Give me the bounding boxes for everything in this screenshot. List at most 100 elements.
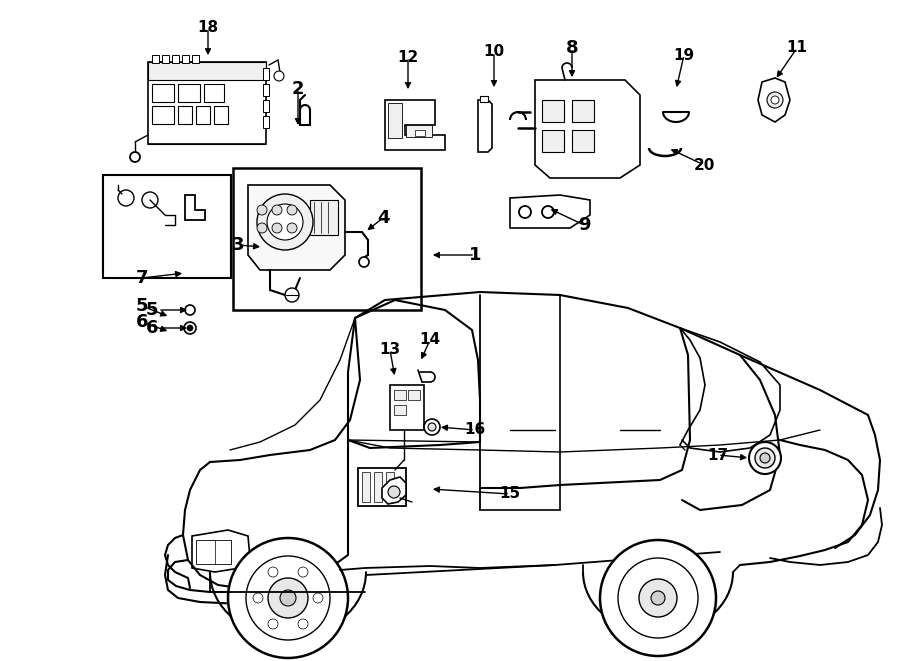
Circle shape: [287, 223, 297, 233]
Bar: [394, 405, 406, 415]
Polygon shape: [192, 530, 250, 572]
Bar: [148, 62, 266, 144]
Bar: [172, 55, 179, 63]
Text: 18: 18: [197, 20, 219, 36]
Bar: [310, 200, 338, 235]
Polygon shape: [248, 185, 345, 270]
Circle shape: [298, 567, 308, 577]
Bar: [362, 472, 370, 502]
Circle shape: [424, 419, 440, 435]
Bar: [178, 84, 200, 102]
Circle shape: [388, 486, 400, 498]
Circle shape: [760, 453, 770, 463]
Bar: [572, 130, 594, 152]
Bar: [178, 106, 192, 124]
Text: 5: 5: [136, 297, 149, 315]
Circle shape: [428, 423, 436, 431]
Text: 13: 13: [380, 342, 400, 358]
Text: 11: 11: [787, 40, 807, 56]
Bar: [204, 84, 224, 102]
Text: 5: 5: [146, 301, 158, 319]
Bar: [388, 103, 402, 138]
Polygon shape: [535, 80, 640, 178]
Circle shape: [184, 322, 196, 334]
Polygon shape: [478, 100, 492, 152]
Circle shape: [118, 190, 134, 206]
Bar: [214, 106, 228, 124]
Circle shape: [142, 192, 158, 208]
Bar: [386, 472, 394, 502]
Text: 6: 6: [146, 319, 158, 337]
Polygon shape: [385, 100, 445, 150]
Text: 2: 2: [292, 80, 304, 98]
Bar: [542, 130, 564, 152]
Bar: [233, 168, 421, 310]
Bar: [408, 390, 420, 400]
Circle shape: [287, 205, 297, 215]
Circle shape: [359, 257, 369, 267]
Circle shape: [272, 223, 282, 233]
Bar: [263, 68, 269, 80]
Circle shape: [771, 96, 779, 104]
Bar: [390, 385, 424, 430]
Polygon shape: [185, 195, 205, 220]
Circle shape: [542, 206, 554, 218]
Circle shape: [185, 305, 195, 315]
Circle shape: [257, 205, 267, 215]
Circle shape: [253, 593, 263, 603]
Circle shape: [268, 578, 308, 618]
Bar: [480, 96, 488, 102]
Circle shape: [274, 71, 284, 81]
Circle shape: [268, 567, 278, 577]
Text: 7: 7: [136, 269, 149, 287]
Bar: [374, 472, 382, 502]
Circle shape: [618, 558, 698, 638]
Bar: [572, 100, 594, 122]
Circle shape: [268, 619, 278, 629]
Circle shape: [130, 152, 140, 162]
Bar: [542, 100, 564, 122]
Circle shape: [298, 619, 308, 629]
Text: 20: 20: [693, 157, 715, 173]
Circle shape: [187, 325, 193, 331]
Circle shape: [639, 579, 677, 617]
Text: 14: 14: [419, 332, 441, 348]
Circle shape: [272, 205, 282, 215]
Bar: [148, 62, 266, 80]
Bar: [103, 175, 231, 278]
Text: 17: 17: [707, 447, 729, 463]
Bar: [192, 55, 199, 63]
Text: 12: 12: [398, 50, 418, 65]
Text: 10: 10: [483, 44, 505, 59]
Circle shape: [519, 206, 531, 218]
Circle shape: [280, 590, 296, 606]
Circle shape: [267, 204, 303, 240]
Circle shape: [257, 223, 267, 233]
Circle shape: [600, 540, 716, 656]
Bar: [152, 106, 174, 124]
Text: 4: 4: [377, 209, 389, 227]
Bar: [406, 125, 432, 137]
Circle shape: [651, 591, 665, 605]
Circle shape: [246, 556, 330, 640]
Polygon shape: [510, 195, 590, 228]
Bar: [263, 84, 269, 96]
Circle shape: [755, 448, 775, 468]
Circle shape: [767, 92, 783, 108]
Circle shape: [257, 194, 313, 250]
Text: 16: 16: [464, 422, 486, 438]
Bar: [415, 130, 425, 136]
Text: 1: 1: [469, 246, 482, 264]
Text: 6: 6: [136, 313, 149, 331]
Bar: [196, 540, 231, 564]
Polygon shape: [382, 477, 406, 504]
Text: 19: 19: [673, 48, 695, 63]
Bar: [152, 55, 159, 63]
Bar: [263, 116, 269, 128]
Bar: [182, 55, 189, 63]
Bar: [152, 84, 174, 102]
Circle shape: [285, 288, 299, 302]
Bar: [358, 468, 406, 506]
Circle shape: [228, 538, 348, 658]
Text: 9: 9: [578, 216, 590, 234]
